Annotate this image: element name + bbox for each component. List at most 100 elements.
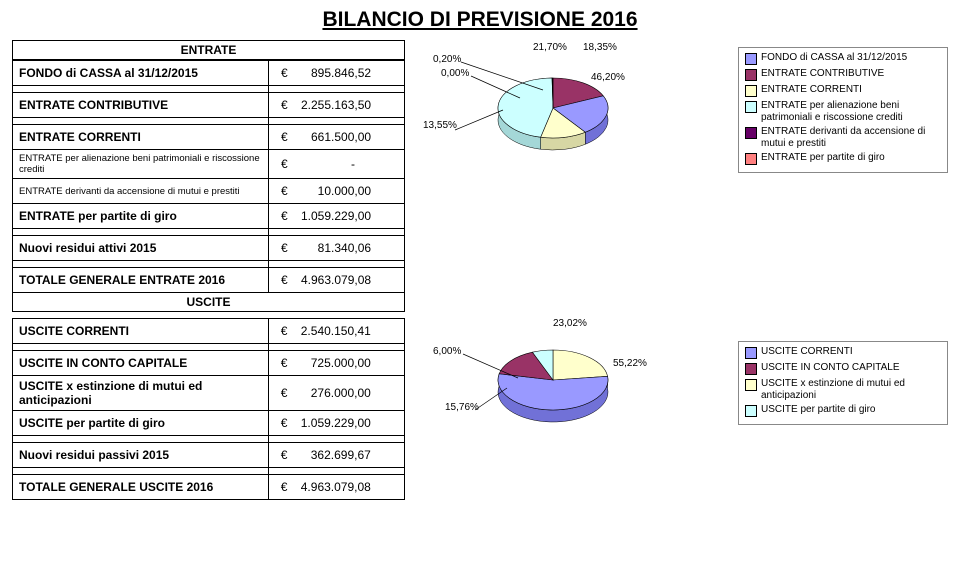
table-row: ENTRATE per partite di giro€ 1.059.229,0… bbox=[13, 204, 405, 229]
legend-text: USCITE CORRENTI bbox=[761, 346, 853, 358]
entrate-left: ENTRATE FONDO di CASSA al 31/12/2015€ 89… bbox=[12, 40, 405, 312]
legend-text: ENTRATE CONTRIBUTIVE bbox=[761, 68, 884, 80]
row-value: € 1.059.229,00 bbox=[268, 411, 404, 436]
row-value: € 362.699,67 bbox=[268, 443, 404, 468]
table-row: ENTRATE CORRENTI€ 661.500,00 bbox=[13, 125, 405, 150]
pie1-lbl-b: 18,35% bbox=[583, 42, 617, 53]
legend-text: USCITE x estinzione di mutui ed anticipa… bbox=[761, 378, 941, 401]
page-title: BILANCIO DI PREVISIONE 2016 bbox=[12, 8, 948, 32]
pie1-shell: 21,70% 18,35% 46,20% 13,55% 0,00% 0,20% bbox=[423, 40, 653, 180]
uscite-header: USCITE bbox=[12, 293, 405, 312]
legend-swatch bbox=[745, 363, 757, 375]
table-row: Nuovi residui attivi 2015€ 81.340,06 bbox=[13, 236, 405, 261]
legend-swatch bbox=[745, 85, 757, 97]
legend-item: ENTRATE CORRENTI bbox=[745, 84, 941, 97]
table-row: USCITE IN CONTO CAPITALE€ 725.000,00 bbox=[13, 351, 405, 376]
row-label: USCITE CORRENTI bbox=[13, 319, 269, 344]
pie2-shell: 23,02% 55,22% 15,76% 6,00% bbox=[423, 318, 653, 448]
legend-item: ENTRATE CONTRIBUTIVE bbox=[745, 68, 941, 81]
leader-line bbox=[455, 110, 503, 130]
pie1-lbl-e: 0,00% bbox=[441, 68, 469, 79]
pie2-svg bbox=[423, 318, 653, 448]
legend-text: USCITE per partite di giro bbox=[761, 404, 876, 416]
legend-item: ENTRATE per alienazione beni patrimonial… bbox=[745, 100, 941, 123]
pie2-legend: USCITE CORRENTI USCITE IN CONTO CAPITALE U… bbox=[738, 341, 948, 425]
row-label: ENTRATE per partite di giro bbox=[13, 204, 269, 229]
legend-item: USCITE x estinzione di mutui ed anticipa… bbox=[745, 378, 941, 401]
pie1-lbl-c: 46,20% bbox=[591, 72, 625, 83]
row-label: USCITE IN CONTO CAPITALE bbox=[13, 351, 269, 376]
legend-item: ENTRATE derivanti da accensione di mutui… bbox=[745, 126, 941, 149]
row-value: € 725.000,00 bbox=[268, 351, 404, 376]
legend-swatch bbox=[745, 53, 757, 65]
leader-line bbox=[461, 62, 543, 90]
legend-swatch bbox=[745, 153, 757, 165]
legend-swatch bbox=[745, 127, 757, 139]
row-value: € 276.000,00 bbox=[268, 376, 404, 411]
row-label: USCITE x estinzione di mutui ed anticipa… bbox=[13, 376, 269, 411]
row-label: ENTRATE per alienazione beni patrimonial… bbox=[13, 150, 269, 179]
row-label: Nuovi residui passivi 2015 bbox=[13, 443, 269, 468]
legend-text: ENTRATE per alienazione beni patrimonial… bbox=[761, 100, 941, 123]
table-row: USCITE x estinzione di mutui ed anticipa… bbox=[13, 376, 405, 411]
legend-swatch bbox=[745, 405, 757, 417]
uscite-right: 23,02% 55,22% 15,76% 6,00% USCITE CORREN… bbox=[413, 318, 948, 448]
entrate-right: 21,70% 18,35% 46,20% 13,55% 0,00% 0,20% … bbox=[413, 40, 948, 180]
entrate-table: FONDO di CASSA al 31/12/2015€ 895.846,52… bbox=[12, 60, 405, 293]
row-value: € 1.059.229,00 bbox=[268, 204, 404, 229]
uscite-table: USCITE CORRENTI€ 2.540.150,41 USCITE IN C… bbox=[12, 318, 405, 500]
pie1-lbl-f: 0,20% bbox=[433, 54, 461, 65]
legend-text: ENTRATE CORRENTI bbox=[761, 84, 862, 96]
pie2-lbl-b: 55,22% bbox=[613, 358, 647, 369]
row-value: € 2.540.150,41 bbox=[268, 319, 404, 344]
legend-swatch bbox=[745, 379, 757, 391]
legend-item: FONDO di CASSA al 31/12/2015 bbox=[745, 52, 941, 65]
row-label: ENTRATE derivanti da accensione di mutui… bbox=[13, 179, 269, 204]
legend-text: ENTRATE derivanti da accensione di mutui… bbox=[761, 126, 941, 149]
table-row: TOTALE GENERALE ENTRATE 2016€ 4.963.079,… bbox=[13, 268, 405, 293]
row-value: € 895.846,52 bbox=[268, 61, 404, 86]
row-label: Nuovi residui attivi 2015 bbox=[13, 236, 269, 261]
table-row: FONDO di CASSA al 31/12/2015€ 895.846,52 bbox=[13, 61, 405, 86]
legend-item: USCITE CORRENTI bbox=[745, 346, 941, 359]
row-value: € 661.500,00 bbox=[268, 125, 404, 150]
legend-swatch bbox=[745, 101, 757, 113]
legend-item: USCITE IN CONTO CAPITALE bbox=[745, 362, 941, 375]
uscite-left: USCITE CORRENTI€ 2.540.150,41 USCITE IN C… bbox=[12, 318, 405, 500]
row-label: FONDO di CASSA al 31/12/2015 bbox=[13, 61, 269, 86]
pie1-legend: FONDO di CASSA al 31/12/2015 ENTRATE CONT… bbox=[738, 47, 948, 173]
legend-text: FONDO di CASSA al 31/12/2015 bbox=[761, 52, 907, 64]
row-value: € 4.963.079,08 bbox=[268, 268, 404, 293]
row-value: € - bbox=[268, 150, 404, 179]
pie1-lbl-d: 13,55% bbox=[423, 120, 457, 131]
table-row: USCITE CORRENTI€ 2.540.150,41 bbox=[13, 319, 405, 344]
uscite-section: USCITE CORRENTI€ 2.540.150,41USCITE IN C… bbox=[12, 318, 948, 500]
row-value: € 81.340,06 bbox=[268, 236, 404, 261]
row-label: TOTALE GENERALE ENTRATE 2016 bbox=[13, 268, 269, 293]
legend-swatch bbox=[745, 347, 757, 359]
entrate-header: ENTRATE bbox=[12, 40, 405, 60]
legend-item: ENTRATE per partite di giro bbox=[745, 152, 941, 165]
table-row: TOTALE GENERALE USCITE 2016€ 4.963.079,0… bbox=[13, 475, 405, 500]
table-row: Nuovi residui passivi 2015€ 362.699,67 bbox=[13, 443, 405, 468]
row-value: € 10.000,00 bbox=[268, 179, 404, 204]
table-row: ENTRATE CONTRIBUTIVE€ 2.255.163,50 bbox=[13, 93, 405, 118]
table-row: ENTRATE per alienazione beni patrimonial… bbox=[13, 150, 405, 179]
legend-item: USCITE per partite di giro bbox=[745, 404, 941, 417]
row-label: TOTALE GENERALE USCITE 2016 bbox=[13, 475, 269, 500]
table-row: USCITE per partite di giro€ 1.059.229,00 bbox=[13, 411, 405, 436]
legend-text: USCITE IN CONTO CAPITALE bbox=[761, 362, 900, 374]
legend-swatch bbox=[745, 69, 757, 81]
row-label: ENTRATE CONTRIBUTIVE bbox=[13, 93, 269, 118]
pie2-lbl-c: 15,76% bbox=[445, 402, 479, 413]
pie1-lbl-a: 21,70% bbox=[533, 42, 567, 53]
row-label: ENTRATE CORRENTI bbox=[13, 125, 269, 150]
row-value: € 4.963.079,08 bbox=[268, 475, 404, 500]
row-label: USCITE per partite di giro bbox=[13, 411, 269, 436]
entrate-section: ENTRATE FONDO di CASSA al 31/12/2015€ 89… bbox=[12, 40, 948, 312]
pie2-lbl-a: 23,02% bbox=[553, 318, 587, 329]
legend-text: ENTRATE per partite di giro bbox=[761, 152, 885, 164]
table-row: ENTRATE derivanti da accensione di mutui… bbox=[13, 179, 405, 204]
pie2-lbl-d: 6,00% bbox=[433, 346, 461, 357]
row-value: € 2.255.163,50 bbox=[268, 93, 404, 118]
